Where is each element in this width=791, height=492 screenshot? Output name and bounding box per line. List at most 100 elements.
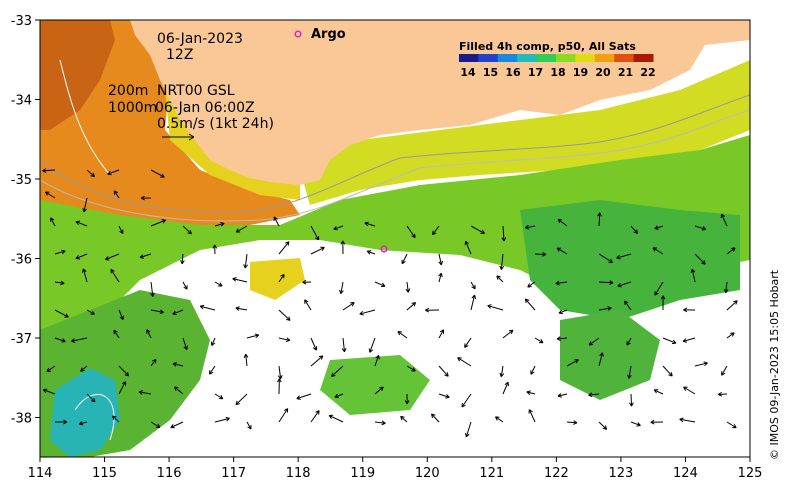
current-arrow [54, 419, 68, 425]
current-arrow [86, 393, 96, 403]
current-arrow [630, 421, 641, 427]
argo-label: Argo [311, 27, 346, 42]
current-arrow [113, 329, 120, 339]
sst-green-patch-se [560, 310, 660, 400]
current-arrow [464, 240, 472, 255]
current-arrow [374, 354, 380, 367]
x-tick-label: 115 [92, 466, 117, 481]
current-arrow [400, 415, 408, 423]
current-arrow [364, 221, 376, 227]
current-arrow [304, 299, 312, 311]
current-arrow [243, 353, 249, 367]
current-arrow [118, 309, 124, 321]
x-tick-label: 125 [738, 466, 763, 481]
current-arrow [71, 337, 88, 343]
current-arrow [465, 421, 472, 438]
current-arrow [150, 169, 165, 178]
current-arrow [334, 393, 344, 399]
current-arrow [180, 253, 185, 265]
current-arrow [46, 365, 56, 373]
sst-colorbar [459, 54, 654, 62]
current-arrow [438, 253, 444, 266]
colorbar-tick-label: 21 [618, 66, 633, 79]
current-arrow [339, 281, 344, 295]
colorbar-swatch [497, 54, 518, 62]
current-arrow [246, 421, 252, 430]
current-arrow [502, 381, 509, 395]
x-tick-label: 124 [673, 466, 698, 481]
current-arrow [652, 247, 664, 255]
current-arrow [726, 300, 738, 311]
current-arrow [464, 337, 472, 348]
current-arrow [150, 421, 161, 428]
current-arrow [694, 253, 706, 265]
current-arrow [366, 250, 376, 255]
current-arrow [598, 421, 608, 430]
current-arrow [496, 275, 504, 283]
current-arrow [653, 389, 664, 395]
current-arrow [502, 329, 514, 339]
y-tick-label: -33 [11, 14, 32, 29]
current-arrow [374, 386, 384, 395]
isobath-200m [40, 94, 750, 213]
current-arrow [150, 358, 157, 367]
current-arrow [654, 225, 664, 230]
x-tick-label: 117 [221, 466, 246, 481]
current-arrow [597, 212, 602, 227]
current-time: 06-Jan 06:00Z [155, 100, 255, 116]
current-arrow [629, 393, 634, 407]
current-arrow [118, 225, 124, 234]
current-arrow [278, 273, 285, 283]
y-tick-label: -34 [11, 94, 32, 109]
current-arrow [310, 410, 320, 423]
current-arrow [333, 225, 344, 231]
current-arrow [598, 306, 612, 311]
current-arrow [694, 361, 708, 367]
current-arrow [82, 197, 88, 213]
current-arrow [212, 244, 218, 255]
x-tick-label: 123 [608, 466, 633, 481]
current-arrow [431, 413, 440, 423]
current-arrow [397, 330, 408, 339]
current-arrow [461, 393, 472, 408]
current-arrow [310, 225, 320, 241]
current-arrow [328, 414, 344, 423]
plot-area [40, 20, 750, 457]
current-arrow [214, 281, 223, 287]
current-arrow [524, 298, 536, 311]
current-arrow [182, 337, 189, 350]
current-arrow [199, 304, 216, 311]
colorbar-tick-label: 18 [550, 66, 565, 79]
current-arrow [170, 421, 184, 429]
x-tick-label: 114 [28, 466, 53, 481]
current-arrow [682, 337, 696, 343]
current-arrow [662, 365, 673, 377]
current-arrow [723, 281, 729, 294]
sst-green-patch-south [320, 355, 430, 415]
isobath-1000m [40, 109, 750, 222]
current-arrow [340, 240, 346, 255]
sst-cyan-eddy [50, 368, 120, 457]
current-arrow [50, 217, 56, 227]
current-arrow [210, 337, 216, 346]
current-arrow [588, 392, 600, 398]
current-arrow [534, 337, 544, 344]
x-tick-label: 118 [286, 466, 311, 481]
current-arrow [182, 281, 188, 290]
current-arrow [616, 253, 632, 260]
current-arrow [54, 337, 66, 343]
current-arrow [662, 337, 677, 345]
colorbar-swatch [575, 54, 596, 62]
current-arrow [679, 417, 696, 423]
current-arrow [487, 304, 504, 311]
current-arrow [406, 225, 416, 239]
current-arrow [278, 337, 291, 343]
current-arrow [470, 225, 485, 234]
current-arrow [310, 246, 325, 255]
current-arrow [172, 309, 184, 316]
current-arrow [42, 168, 56, 173]
current-arrow [555, 280, 568, 286]
current-arrow [527, 281, 536, 288]
colorbar-swatch [517, 54, 538, 62]
current-arrow [273, 216, 280, 227]
